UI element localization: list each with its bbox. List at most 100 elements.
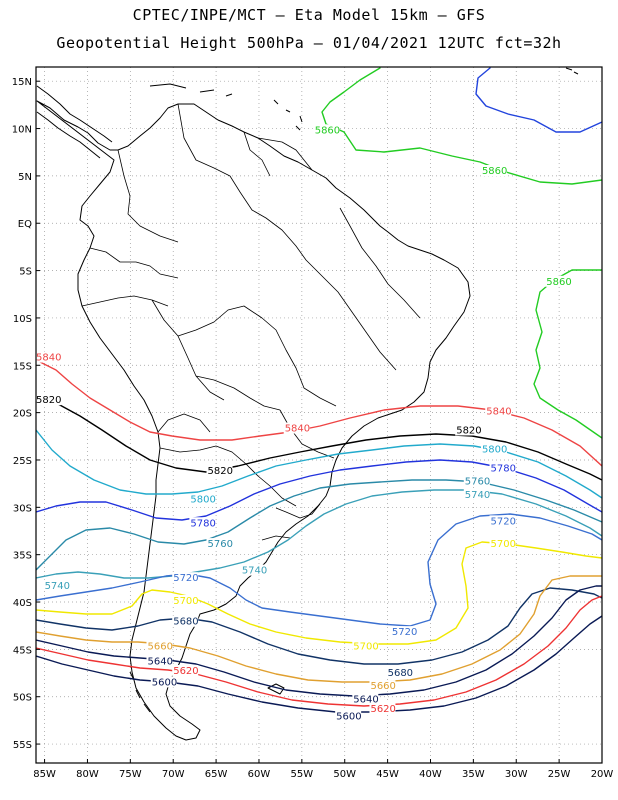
falkland-islands (267, 683, 285, 695)
contour-label-background (489, 515, 516, 527)
y-tick-label: 45S (13, 645, 32, 656)
x-tick-label: 85W (33, 769, 56, 780)
contour-label-background (463, 488, 490, 500)
contour-label-background (386, 666, 413, 678)
contour-label: 5780 (491, 463, 516, 474)
contour-label-background (352, 693, 379, 705)
contour-label-background (172, 572, 199, 584)
contour-label-background (146, 640, 173, 652)
y-tick-label: 15N (12, 77, 32, 88)
contour-5660 (36, 575, 602, 683)
contour-label-background (390, 626, 417, 638)
axis-ticks: 85W 80W 75W 70W 65W 60W 55W 50W 45W 40W 35W 30W 25W 2… (12, 77, 614, 780)
contour-label: 5800 (482, 444, 507, 455)
contour-label: 5820 (456, 425, 481, 436)
x-tick-label: 25W (548, 769, 571, 780)
x-tick-label: 45W (376, 769, 399, 780)
contour-layer (36, 67, 602, 713)
contour-5840 (36, 359, 602, 467)
chart-title: CPTEC/INPE/MCT – Eta Model 15km – GFS (132, 6, 486, 24)
x-tick-label: 50W (333, 769, 356, 780)
contour-5820 (36, 395, 602, 481)
contour-label: 5660 (370, 681, 395, 692)
contour-5720 (36, 513, 602, 627)
y-tick-label: 40S (13, 598, 32, 609)
caribbean-islands (149, 67, 579, 131)
contour-5800 (36, 429, 602, 499)
contour-label: 5780 (190, 518, 215, 529)
contour-label-background (352, 640, 379, 652)
contour-label: 5680 (388, 668, 413, 679)
contour-label-background (206, 465, 233, 477)
contour-label: 5620 (370, 704, 395, 715)
contour-label: 5720 (173, 573, 198, 584)
contour-label: 5840 (486, 407, 511, 418)
contour-label: 5740 (465, 490, 490, 501)
contour-label: 5760 (208, 539, 233, 550)
contour-5860-north (321, 67, 602, 185)
contour-label: 5700 (173, 596, 198, 607)
contour-5760 (36, 479, 602, 571)
contour-label-background (313, 124, 340, 136)
contour-5680 (36, 587, 602, 665)
contour-label-background (463, 475, 490, 487)
contour-label-background (189, 493, 216, 505)
contour-label: 5740 (45, 581, 70, 592)
contour-label: 5840 (285, 424, 310, 435)
contour-label: 5600 (152, 677, 177, 688)
map-frame (35, 66, 603, 764)
contour-label: 5820 (36, 395, 61, 406)
contour-label-background (545, 275, 572, 287)
contour-label-background (172, 594, 199, 606)
contour-label: 5620 (173, 666, 198, 677)
contour-label: 5700 (491, 539, 516, 550)
country-borders (81, 103, 421, 507)
contour-label: 5640 (147, 657, 172, 668)
contour-label: 5700 (353, 641, 378, 652)
y-tick-label: 5S (19, 267, 32, 278)
contour-label: 5840 (36, 353, 61, 364)
y-tick-label: 10N (12, 125, 32, 136)
contour-label-background (240, 564, 267, 576)
y-tick-label: 20S (13, 409, 32, 420)
contour-label: 5680 (173, 617, 198, 628)
y-tick-label: 10S (13, 314, 32, 325)
x-tick-label: 60W (248, 769, 271, 780)
contour-5880 (475, 67, 602, 133)
contour-label-background (150, 676, 177, 688)
y-tick-label: 35S (13, 551, 32, 562)
contour-label: 5660 (147, 641, 172, 652)
contour-5780 (36, 459, 602, 521)
y-tick-label: 30S (13, 503, 32, 514)
y-tick-label: EQ (18, 219, 32, 230)
x-tick-label: 20W (591, 769, 614, 780)
contour-label-background (172, 664, 199, 676)
x-tick-label: 30W (505, 769, 528, 780)
contour-5620 (36, 595, 602, 707)
chart-subtitle: Geopotential Height 500hPa – 01/04/2021 … (56, 34, 562, 52)
contour-label-background (335, 710, 362, 722)
y-tick-label: 25S (13, 456, 32, 467)
x-tick-label: 70W (162, 769, 185, 780)
southern-coast-detail (261, 503, 321, 541)
x-tick-label: 35W (462, 769, 485, 780)
contour-label: 5720 (491, 516, 516, 527)
contour-label-background (480, 165, 507, 177)
contour-label: 5740 (242, 566, 267, 577)
contour-label-background (283, 422, 310, 434)
y-tick-label: 5N (18, 172, 32, 183)
coastline-layer (36, 67, 579, 741)
x-tick-label: 80W (76, 769, 99, 780)
contour-labels: 5860586058605840584058405820582058205800… (36, 124, 572, 722)
contour-label: 5860 (546, 277, 571, 288)
contour-label: 5820 (208, 466, 233, 477)
contour-label-background (455, 424, 482, 436)
central-america-coastline (36, 85, 113, 159)
contour-label-background (480, 443, 507, 455)
contour-label: 5860 (315, 125, 340, 136)
contour-label: 5640 (353, 694, 378, 705)
contour-label-background (36, 351, 61, 363)
contour-label-background (172, 615, 199, 627)
contour-label-background (485, 405, 512, 417)
